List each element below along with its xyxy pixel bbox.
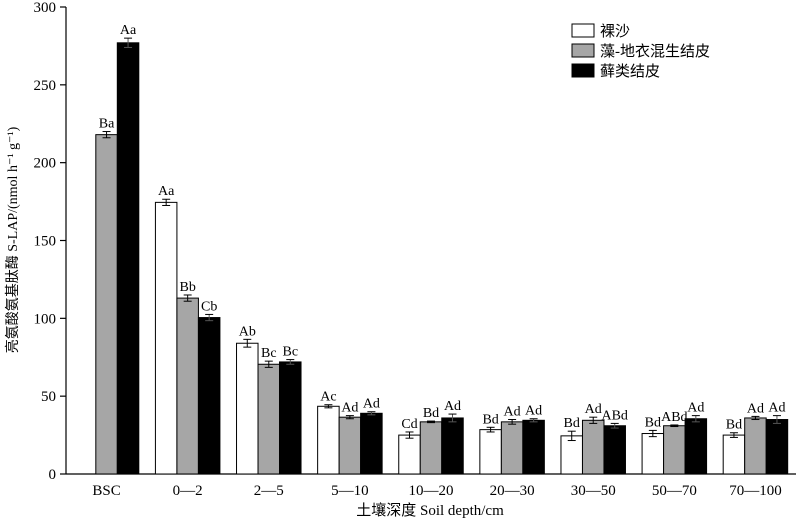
- significance-label: Ad: [747, 401, 764, 416]
- bar: [257, 363, 281, 475]
- bar: [176, 297, 199, 475]
- bar: [641, 433, 665, 475]
- bar: [398, 434, 421, 475]
- bar: [500, 421, 524, 475]
- significance-label: Bb: [179, 280, 195, 295]
- bar: [236, 342, 259, 475]
- significance-label: Bd: [726, 418, 742, 433]
- x-tick-label: BSC: [92, 483, 120, 499]
- significance-label: Ad: [687, 401, 704, 416]
- significance-label: Bd: [564, 416, 580, 431]
- y-tick-label: 250: [34, 78, 57, 94]
- significance-label: Ad: [341, 401, 358, 416]
- bar: [154, 201, 178, 475]
- significance-label: Bc: [282, 345, 298, 360]
- bar: [603, 425, 626, 475]
- bar: [479, 429, 502, 475]
- significance-label: Ad: [525, 404, 542, 419]
- x-tick-label: 50—70: [652, 483, 697, 499]
- legend-label: 裸沙: [600, 23, 630, 40]
- significance-label: Ac: [320, 390, 336, 405]
- x-tick-label: 10—20: [409, 483, 454, 499]
- bar: [360, 412, 383, 475]
- x-tick-label: 70—100: [729, 483, 782, 499]
- significance-label: Bd: [423, 406, 439, 421]
- bar: [419, 421, 443, 475]
- y-tick-label: 200: [34, 156, 57, 172]
- x-tick-label: 30—50: [571, 483, 616, 499]
- significance-label: Ba: [99, 117, 115, 132]
- significance-label: Ad: [504, 405, 521, 420]
- y-tick-label: 100: [34, 311, 57, 327]
- x-tick-label: 5—10: [331, 483, 369, 499]
- significance-label: Ab: [239, 324, 256, 339]
- legend-swatch: [571, 63, 595, 78]
- significance-label: Ad: [585, 402, 602, 417]
- significance-label: Ad: [768, 401, 785, 416]
- legend-label: 藻-地衣混生结皮: [600, 43, 710, 60]
- bar: [765, 419, 789, 475]
- x-tick-label: 2—5: [254, 483, 284, 499]
- x-axis-label: 土壤深度 Soil depth/cm: [356, 501, 504, 519]
- x-tick-label: 0—2: [173, 483, 203, 499]
- significance-label: Ad: [444, 399, 461, 414]
- y-tick-label: 0: [49, 467, 57, 483]
- significance-label: Bd: [482, 412, 498, 427]
- bar: [197, 317, 221, 475]
- bar: [744, 417, 767, 475]
- significance-label: Cd: [401, 417, 417, 432]
- bar: [338, 416, 362, 475]
- y-axis-label: 亮氨酸氨基肽酶 S-LAP/(nmol h⁻¹ g⁻¹): [4, 126, 21, 353]
- significance-label: Ad: [363, 397, 380, 412]
- bar: [684, 418, 708, 475]
- bar: [722, 434, 746, 475]
- y-tick-label: 150: [34, 234, 57, 250]
- x-tick-label: 20—30: [490, 483, 535, 499]
- bar: [522, 419, 545, 475]
- significance-label: Cb: [201, 299, 217, 314]
- x-ticks: BSC 0—2 2—5 5—10 10—20 20—30 30—50 50—70 70—100: [92, 483, 781, 499]
- y-tick-label: 50: [41, 389, 56, 405]
- bar: [279, 361, 302, 475]
- significance-label: Aa: [158, 184, 175, 199]
- bar: [581, 419, 605, 475]
- significance-label: Bd: [645, 415, 661, 430]
- legend-label: 藓类结皮: [600, 63, 660, 80]
- legend-swatch: [571, 23, 595, 38]
- bar: [560, 435, 583, 475]
- legend-swatch: [571, 43, 595, 58]
- y-ticks: 0 50 100 150 200 250 300: [34, 0, 66, 483]
- bar: [116, 42, 140, 475]
- bar: [95, 134, 118, 475]
- bar: [441, 417, 464, 475]
- significance-label: Aa: [120, 23, 137, 38]
- significance-label: ABd: [601, 408, 627, 423]
- significance-label: ABd: [661, 410, 687, 425]
- y-tick-label: 300: [34, 0, 57, 16]
- bar: [663, 425, 686, 475]
- significance-label: Bc: [261, 346, 277, 361]
- bar: [317, 405, 340, 475]
